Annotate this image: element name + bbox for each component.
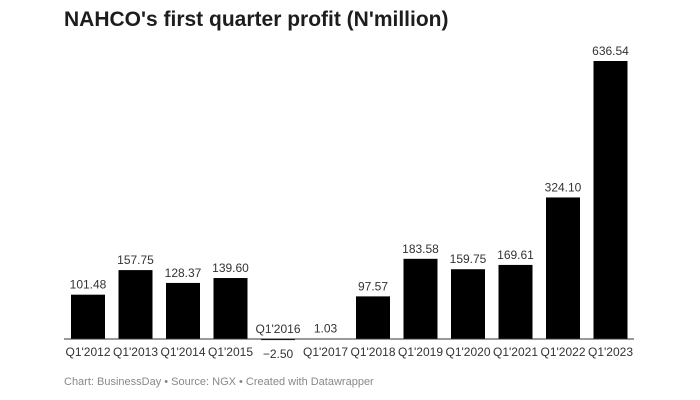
x-tick-label: Q1'2012 bbox=[66, 345, 111, 359]
bar bbox=[213, 278, 248, 339]
x-tick-label: Q1'2015 bbox=[208, 345, 253, 359]
bar bbox=[451, 269, 485, 339]
chart-footer: Chart: BusinessDay • Source: NGX • Creat… bbox=[64, 376, 374, 388]
bar bbox=[403, 258, 438, 339]
bar bbox=[166, 282, 200, 339]
value-label: 97.57 bbox=[358, 279, 388, 293]
bar bbox=[71, 294, 105, 339]
bar bbox=[261, 339, 295, 341]
bar bbox=[356, 296, 390, 339]
x-tick-label: Q1'2013 bbox=[113, 345, 158, 359]
x-tick-label: Q1'2020 bbox=[446, 345, 491, 359]
bar bbox=[593, 61, 628, 339]
value-label: 139.60 bbox=[212, 261, 249, 275]
value-label: 101.48 bbox=[70, 278, 107, 292]
value-label: 183.58 bbox=[402, 242, 439, 256]
chart-title: NAHCO's first quarter profit (N'million) bbox=[64, 8, 449, 31]
x-tick-label: Q1'2017 bbox=[303, 345, 348, 359]
x-tick-label: Q1'2014 bbox=[161, 345, 206, 359]
x-tick-label: Q1'2019 bbox=[398, 345, 443, 359]
value-label: −2.50 bbox=[263, 347, 294, 361]
bar bbox=[498, 264, 533, 339]
value-label: 128.37 bbox=[165, 266, 202, 280]
value-label: 636.54 bbox=[592, 44, 629, 58]
value-label: 324.10 bbox=[545, 180, 582, 194]
value-label: 157.75 bbox=[117, 253, 154, 267]
x-tick-label: Q1'2023 bbox=[588, 345, 633, 359]
value-label: 159.75 bbox=[450, 252, 487, 266]
x-tick-label: Q1'2021 bbox=[493, 345, 538, 359]
x-tick-label: Q1'2016 bbox=[256, 322, 301, 336]
x-tick-label: Q1'2022 bbox=[541, 345, 586, 359]
x-tick-label: Q1'2018 bbox=[351, 345, 396, 359]
bar bbox=[546, 197, 580, 339]
bar bbox=[118, 270, 153, 339]
value-label: 169.61 bbox=[497, 248, 534, 262]
value-label: 1.03 bbox=[314, 322, 338, 336]
